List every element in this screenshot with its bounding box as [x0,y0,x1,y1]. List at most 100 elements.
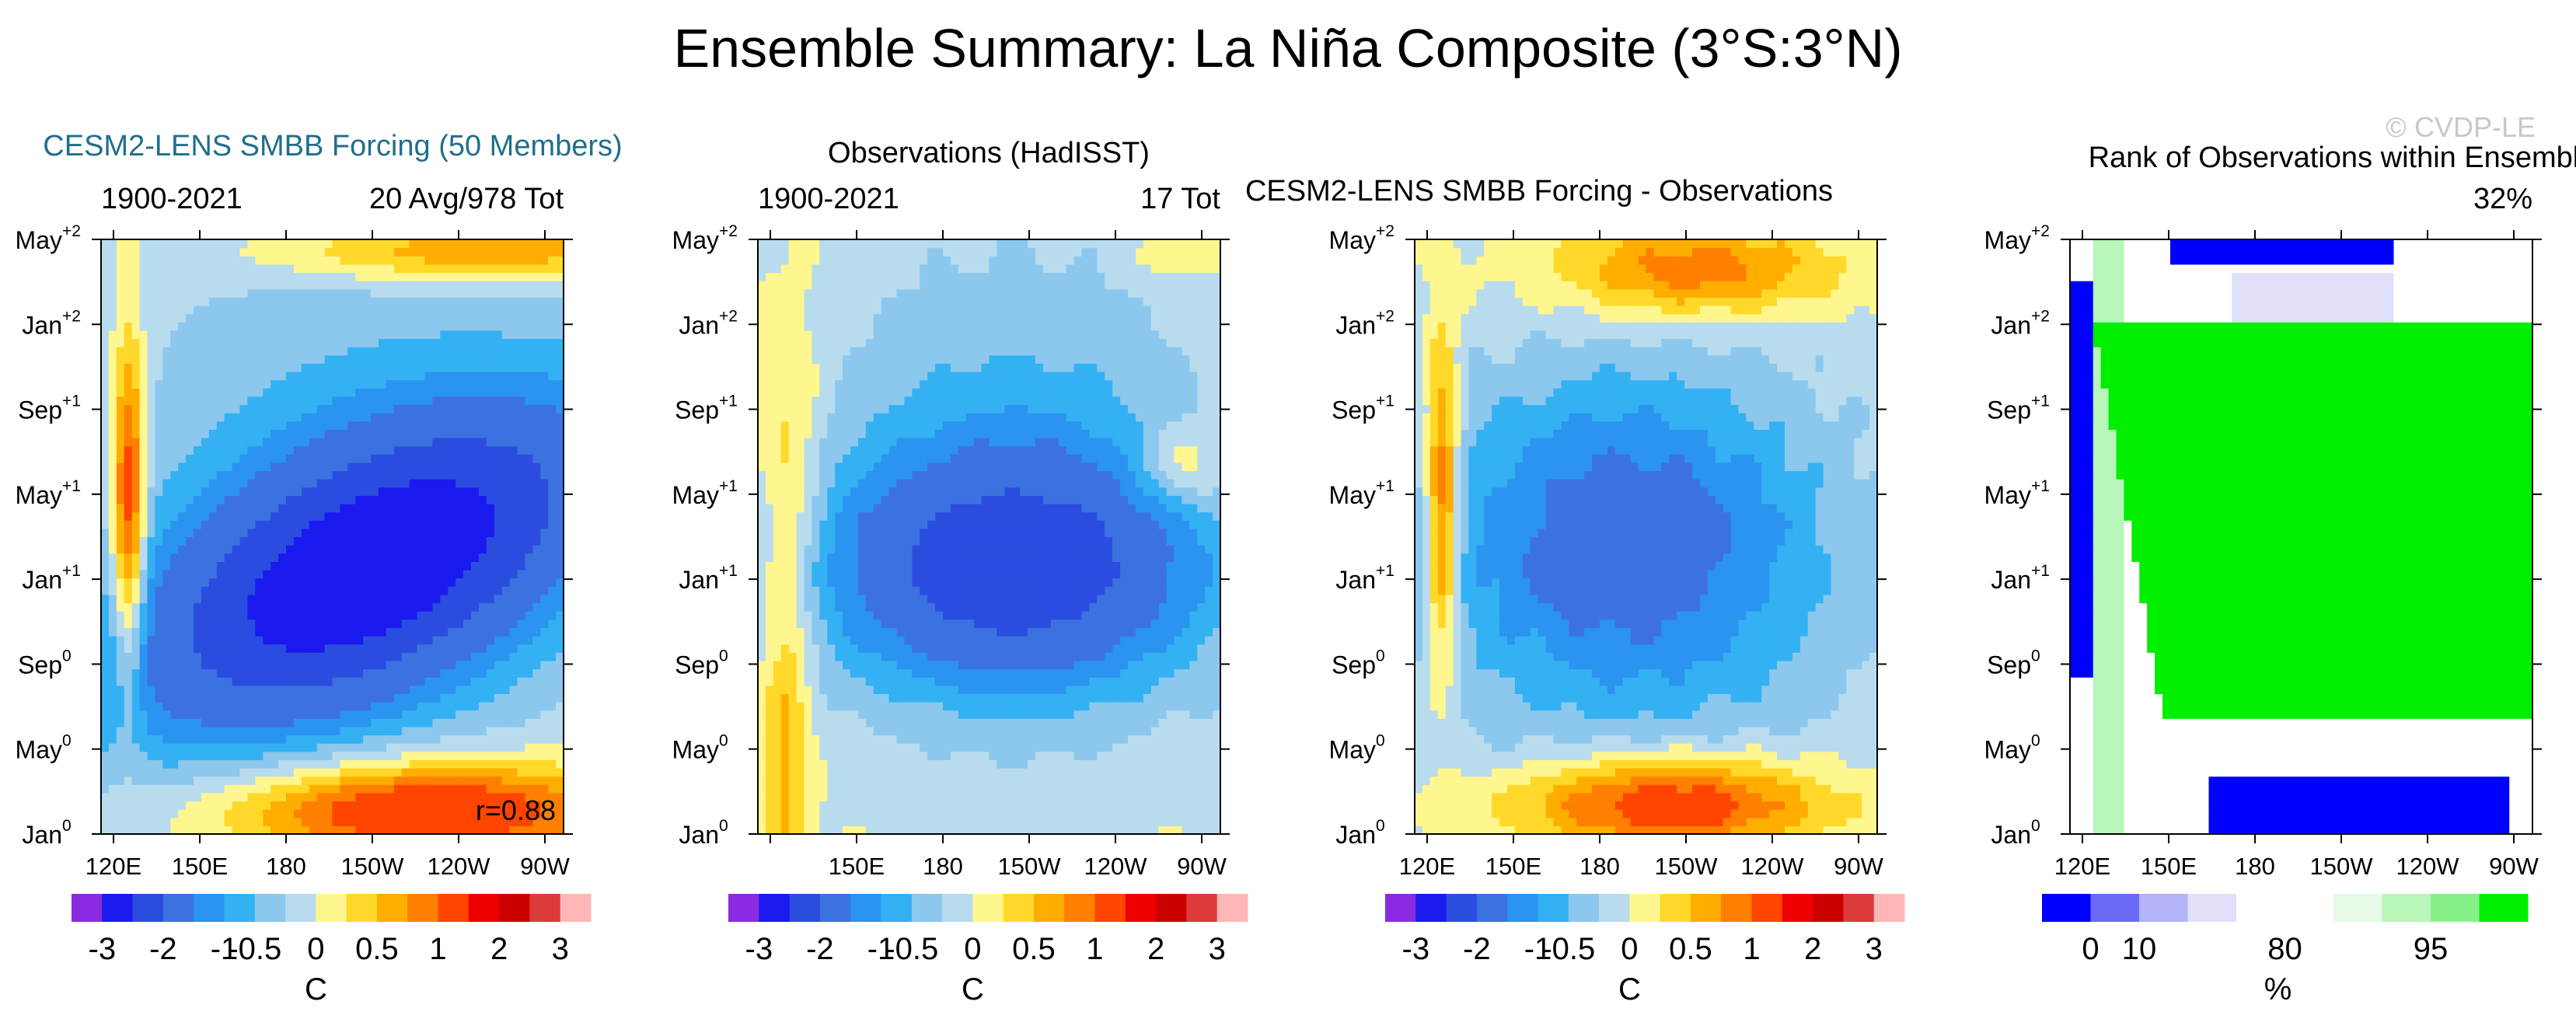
heat-cell [958,793,967,801]
heat-cell [510,759,518,768]
heat-cell [232,644,241,653]
heat-cell [479,825,487,834]
heat-cell [417,330,426,339]
heat-cell [278,759,287,768]
heat-cell [471,471,480,480]
heat-cell [463,825,472,834]
heat-cell [263,537,271,546]
heat-cell [240,570,249,578]
heat-cell [425,809,434,818]
heat-cell [797,768,805,776]
heat-cell [170,355,179,364]
heat-cell [278,314,287,323]
heat-cell [417,825,426,834]
heat-cell [240,784,249,793]
heat-cell [162,264,171,273]
heat-cell [1043,793,1052,801]
heat-cell [394,520,403,529]
heat-cell [117,363,125,372]
heat-cell [548,686,557,694]
heat-cell [317,553,326,562]
heat-cell [140,825,148,834]
heat-cell [471,545,480,553]
heat-cell [101,545,110,553]
colorbar-box [133,894,164,922]
heat-cell [162,752,171,760]
heat-cell [548,661,557,669]
heat-cell [417,735,426,744]
heat-cell [317,801,326,810]
heat-cell [217,479,225,487]
heat-cell [232,372,241,380]
heat-cell [510,446,518,455]
heat-cell [132,322,141,330]
heat-cell [448,611,456,619]
heat-cell [286,471,295,480]
heat-cell [448,825,456,834]
heat-cell [410,570,418,578]
heat-cell [835,809,843,818]
heat-cell [371,355,379,364]
heat-cell [271,793,279,801]
heat-cell [502,264,511,273]
heat-cell [1059,752,1067,760]
heat-cell [225,396,233,405]
heat-cell [471,347,480,355]
heat-cell [463,380,472,389]
heat-cell [286,421,295,430]
heat-cell [178,603,187,612]
heat-cell [487,710,495,719]
heat-cell [463,768,472,776]
heat-cell [247,768,256,776]
heat-cell [463,702,472,710]
heat-cell [302,264,310,273]
heat-cell [502,512,511,521]
heat-cell [124,669,133,678]
heat-cell [997,768,1005,776]
heat-cell [379,248,387,256]
heat-cell [943,801,951,810]
heat-cell [271,801,279,810]
heat-cell [271,553,279,562]
heat-cell [494,405,503,414]
heat-cell [548,669,557,678]
heat-cell [247,619,256,628]
heat-cell [155,759,163,768]
heat-cell [117,512,125,521]
heat-cell [379,297,387,305]
heat-cell [140,429,148,438]
heat-cell [217,570,225,578]
heat-cell [417,289,426,298]
heat-cell [410,727,418,735]
heat-cell [510,661,518,669]
heat-cell [997,784,1005,793]
heat-cell [117,529,125,537]
heat-cell [170,743,179,752]
heat-cell [155,784,163,793]
heat-cell [394,603,403,612]
heat-cell [819,768,828,776]
heat-cell [101,586,110,595]
heat-cell [463,248,472,256]
heat-cell [286,661,295,669]
heat-cell [263,561,271,570]
heat-cell [317,545,326,553]
heat-cell [897,793,906,801]
heat-cell [140,330,148,339]
heat-cell [101,752,110,760]
heat-cell [278,239,287,248]
heat-cell [548,504,557,512]
heat-cell [347,305,356,314]
heat-cell [1112,759,1121,768]
heat-cell [371,273,379,281]
heat-cell [1105,776,1113,785]
heat-cell [255,330,264,339]
heat-cell [432,248,441,256]
heat-cell [394,693,403,702]
heat-cell [140,693,148,702]
heat-cell [518,314,526,323]
heat-cell [773,801,782,810]
heat-cell [432,322,441,330]
colorbar-box [255,894,286,922]
heat-cell [186,661,194,669]
